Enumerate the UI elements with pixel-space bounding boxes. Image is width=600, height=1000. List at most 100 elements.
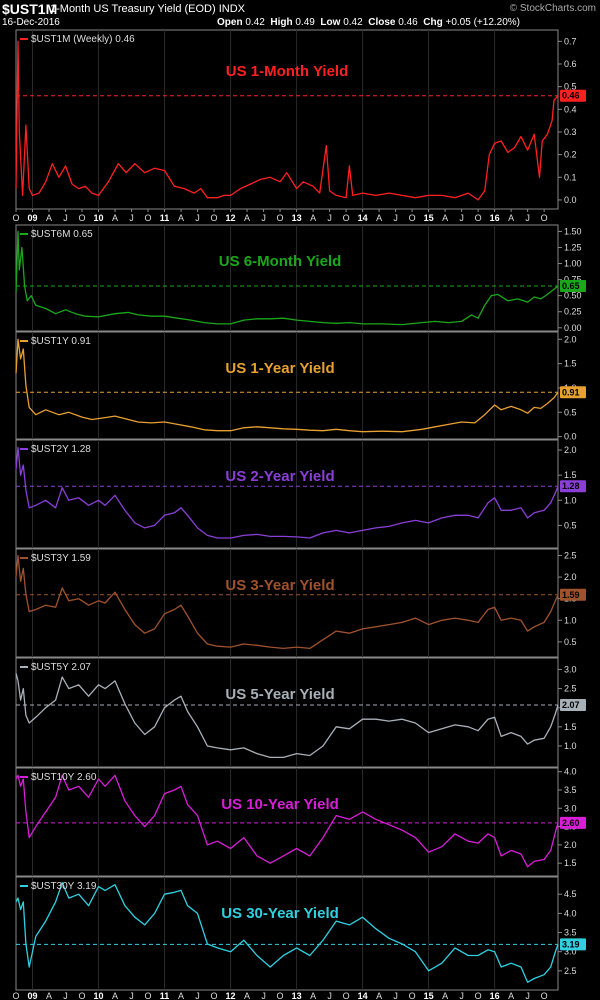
panel-frame [15, 29, 559, 210]
panel-title: US 2-Year Yield [225, 468, 334, 485]
x-tick-label-bottom: J [327, 991, 332, 1000]
panel-frame [15, 876, 559, 991]
ohlc-readout: Open 0.42 High 0.49 Low 0.42 Close 0.46 … [217, 17, 520, 28]
series-line [15, 673, 559, 759]
x-tick-label-bottom: O [12, 991, 19, 1000]
last-value-label: 1.28 [562, 481, 580, 491]
y-tick-label: 0.3 [564, 127, 577, 137]
panel-frame [15, 657, 559, 768]
y-tick-label: 1.5 [564, 359, 577, 369]
x-tick-label: 11 [160, 213, 170, 223]
x-tick-label: 12 [226, 213, 236, 223]
x-tick-label: O [12, 213, 19, 223]
x-tick-label-bottom: A [508, 991, 514, 1000]
x-tick-label: A [112, 213, 118, 223]
open-value: 0.42 [245, 17, 265, 28]
last-value-badge [560, 699, 586, 712]
x-tick-label: A [508, 213, 514, 223]
x-tick-label-bottom: O [541, 991, 548, 1000]
y-tick-label: 1.0 [564, 495, 577, 505]
panel-frame [15, 331, 559, 440]
y-tick-label: 1.5 [564, 470, 577, 480]
series-line [15, 230, 559, 326]
x-tick-label: O [475, 213, 482, 223]
open-label: Open [217, 17, 243, 28]
panel-series-name: $UST6M 0.65 [31, 229, 93, 240]
high-label: High [270, 17, 293, 28]
last-value-label: 3.19 [562, 939, 580, 949]
x-tick-label: 16 [490, 213, 500, 223]
x-tick-label: O [211, 213, 218, 223]
y-tick-label: 0.5 [564, 520, 577, 530]
panel-series-name: $UST3Y 1.59 [31, 553, 91, 564]
x-tick-label: J [129, 213, 134, 223]
stockcharts-credit: © StockCharts.com [509, 3, 596, 14]
last-value-badge [560, 816, 586, 829]
x-tick-label: O [409, 213, 416, 223]
ticker-description-text: 1-Month US Treasury Yield (EOD) [50, 3, 216, 15]
x-tick-label-bottom: O [79, 991, 86, 1000]
y-tick-label: 0.4 [564, 104, 577, 114]
x-tick-label: A [244, 213, 250, 223]
panel-frame [15, 548, 559, 658]
x-tick-label: 13 [292, 213, 302, 223]
low-value: 0.42 [343, 17, 363, 28]
panel-title: US 1-Month Yield [226, 63, 349, 80]
chg-label: Chg [423, 17, 443, 28]
x-tick-label: J [327, 213, 332, 223]
last-value-badge [560, 480, 586, 493]
y-tick-label: 1.5 [564, 858, 577, 868]
x-tick-label: J [459, 213, 464, 223]
last-value-label: 0.91 [562, 387, 580, 397]
panel-series-name: $UST1M (Weekly) 0.46 [31, 34, 135, 45]
close-label: Close [368, 17, 396, 28]
chg-value: +0.05 (+12.20%) [445, 17, 521, 28]
x-tick-label-bottom: O [475, 991, 482, 1000]
x-tick-label-bottom: 14 [358, 991, 368, 1000]
last-value-badge [560, 588, 586, 601]
x-tick-label: J [195, 213, 200, 223]
series-line [15, 338, 559, 433]
x-tick-label-bottom: A [442, 991, 448, 1000]
y-tick-label: 0.25 [564, 307, 582, 317]
chart-date: 16-Dec-2016 [2, 17, 60, 28]
y-tick-label: 4.0 [564, 767, 577, 777]
last-value-label: 1.59 [562, 590, 580, 600]
y-tick-label: 0.5 [564, 82, 577, 92]
y-tick-label: 3.0 [564, 947, 577, 957]
panel-series-name: $UST5Y 2.07 [31, 662, 91, 673]
panel-series-name: $UST30Y 3.19 [31, 881, 97, 892]
low-label: Low [320, 17, 341, 28]
y-tick-label: 3.5 [564, 928, 577, 938]
y-tick-label: 0.2 [564, 150, 577, 160]
y-tick-label: 0.1 [564, 172, 577, 182]
panel-series-name: $UST10Y 2.60 [31, 772, 97, 783]
x-tick-label-bottom: A [178, 991, 184, 1000]
x-tick-label-bottom: 16 [490, 991, 500, 1000]
last-value-label: 0.46 [562, 91, 580, 101]
x-tick-label: O [343, 213, 350, 223]
y-tick-label: 2.0 [564, 572, 577, 582]
panel-title: US 30-Year Yield [221, 905, 339, 922]
x-tick-label-bottom: A [46, 991, 52, 1000]
chart-header: $UST1M 1-Month US Treasury Yield (EOD) I… [0, 0, 600, 30]
y-tick-label: 4.0 [564, 908, 577, 918]
y-tick-label: 4.5 [564, 889, 577, 899]
x-tick-label: 15 [424, 213, 434, 223]
panel-title: US 6-Month Yield [219, 253, 342, 270]
y-tick-label: 1.0 [564, 615, 577, 625]
y-tick-label: 2.0 [564, 840, 577, 850]
y-tick-label: 1.5 [564, 722, 577, 732]
x-tick-label: A [442, 213, 448, 223]
x-tick-label-bottom: A [376, 991, 382, 1000]
x-tick-label: A [310, 213, 316, 223]
last-value-label: 2.60 [562, 818, 580, 828]
y-tick-label: 2.5 [564, 684, 577, 694]
x-tick-label-bottom: J [195, 991, 200, 1000]
x-tick-label-bottom: O [343, 991, 350, 1000]
y-tick-label: 1.25 [564, 242, 582, 252]
x-tick-label-bottom: 09 [27, 991, 37, 1000]
x-tick-label: A [178, 213, 184, 223]
x-tick-label: 10 [94, 213, 104, 223]
